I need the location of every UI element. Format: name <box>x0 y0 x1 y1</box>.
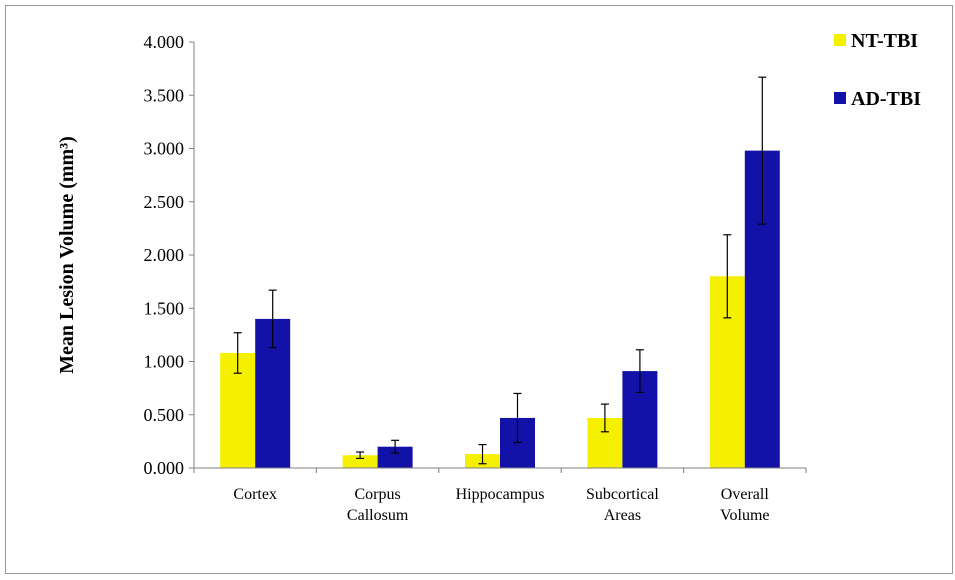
legend-label-ad-tbi: AD-TBI <box>851 88 921 110</box>
y-ticks-layer: 0.000 0.500 1.000 1.500 2.000 2.500 3.000 3.500… <box>144 32 194 478</box>
legend-swatch-ad-tbi <box>834 92 846 104</box>
legend: NT-TBI AD-TBI <box>834 30 921 110</box>
x-labels-layer: Cortex Corpus Callosum Hippocampus Subcortic… <box>193 468 807 524</box>
x-category-label: Subcortical Areas <box>586 486 659 524</box>
bar-ad-tbi-1 <box>377 446 413 468</box>
chart-border <box>5 5 953 574</box>
y-tick-label: 2.000 <box>144 245 185 265</box>
legend-swatch-nt-tbi <box>834 34 846 46</box>
y-tick-label: 1.500 <box>144 298 185 318</box>
y-tick-label: 1.000 <box>144 352 185 372</box>
y-tick-label: 0.000 <box>144 458 185 478</box>
bar-nt-tbi-1 <box>342 455 378 468</box>
x-category-label: Corpus Callosum <box>347 486 409 524</box>
error-bars-layer <box>233 76 767 465</box>
y-tick-label: 2.500 <box>144 192 185 212</box>
x-category-label: Overall Volume <box>720 486 769 524</box>
y-tick-label: 0.500 <box>144 405 185 425</box>
x-category-label: Hippocampus <box>456 486 545 503</box>
y-tick-label: 3.000 <box>144 139 185 159</box>
y-tick-label: 4.000 <box>144 32 185 52</box>
y-axis-label: Mean Lesion Volume (mm³) <box>56 136 78 374</box>
y-tick-label: 3.500 <box>144 85 185 105</box>
legend-label-nt-tbi: NT-TBI <box>851 30 918 52</box>
x-category-label: Cortex <box>233 486 277 503</box>
